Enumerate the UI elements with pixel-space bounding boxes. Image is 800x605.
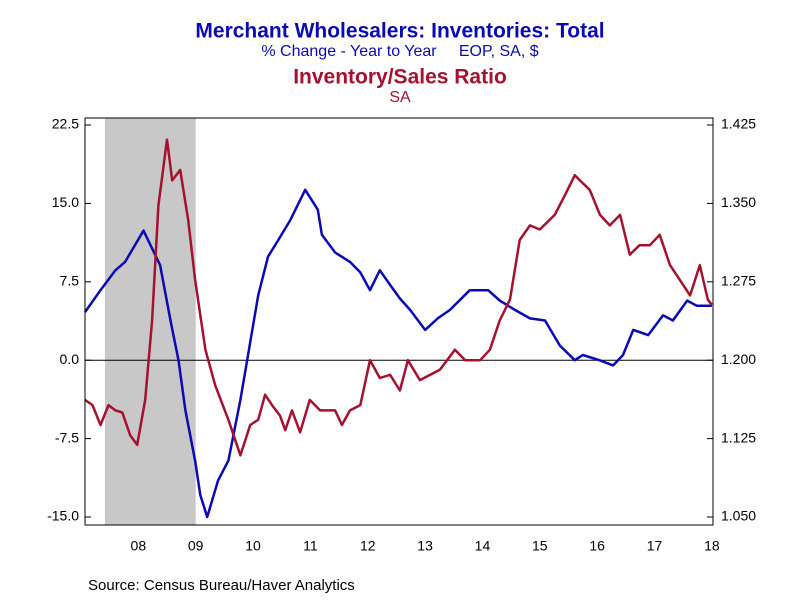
y-tick-label: 22.5 — [52, 116, 79, 132]
x-tick-label: 14 — [475, 538, 491, 554]
y2-tick-label: 1.200 — [721, 351, 756, 367]
chart-title-2: Inventory/Sales Ratio — [293, 66, 507, 89]
y2-tick-label: 1.350 — [721, 194, 756, 210]
y2-tick-label: 1.125 — [721, 429, 756, 445]
x-tick-label: 11 — [303, 538, 318, 554]
y-tick-label: -15.0 — [47, 508, 79, 524]
y2-tick-label: 1.050 — [721, 508, 756, 524]
y2-tick-label: 1.275 — [721, 273, 756, 289]
x-tick-label: 13 — [417, 538, 433, 554]
x-tick-label: 15 — [532, 538, 548, 554]
y-tick-label: 15.0 — [52, 194, 79, 210]
recession-shading — [104, 118, 196, 525]
x-tick-label: 09 — [188, 538, 204, 554]
y-tick-label: 7.5 — [60, 273, 80, 289]
series-line — [84, 138, 713, 457]
x-tick-label: 17 — [647, 538, 663, 554]
x-tick-label: 12 — [360, 538, 376, 554]
y2-tick-label: 1.425 — [721, 116, 756, 132]
plot-frame — [84, 117, 714, 526]
series-line — [83, 188, 712, 519]
x-tick-label: 16 — [589, 538, 605, 554]
x-tick-label: 08 — [131, 538, 147, 554]
chart-subtitle-2: SA — [389, 89, 411, 106]
x-tick-label: 18 — [704, 538, 720, 554]
y-tick-label: 0.0 — [60, 351, 80, 367]
chart-subtitle: % Change - Year to Year EOP, SA, $ — [261, 43, 538, 60]
x-tick-label: 10 — [245, 538, 261, 554]
chart-title: Merchant Wholesalers: Inventories: Total — [195, 20, 604, 43]
source: Source: Census Bureau/Haver Analytics — [88, 577, 355, 594]
y-tick-label: -7.5 — [55, 429, 79, 445]
